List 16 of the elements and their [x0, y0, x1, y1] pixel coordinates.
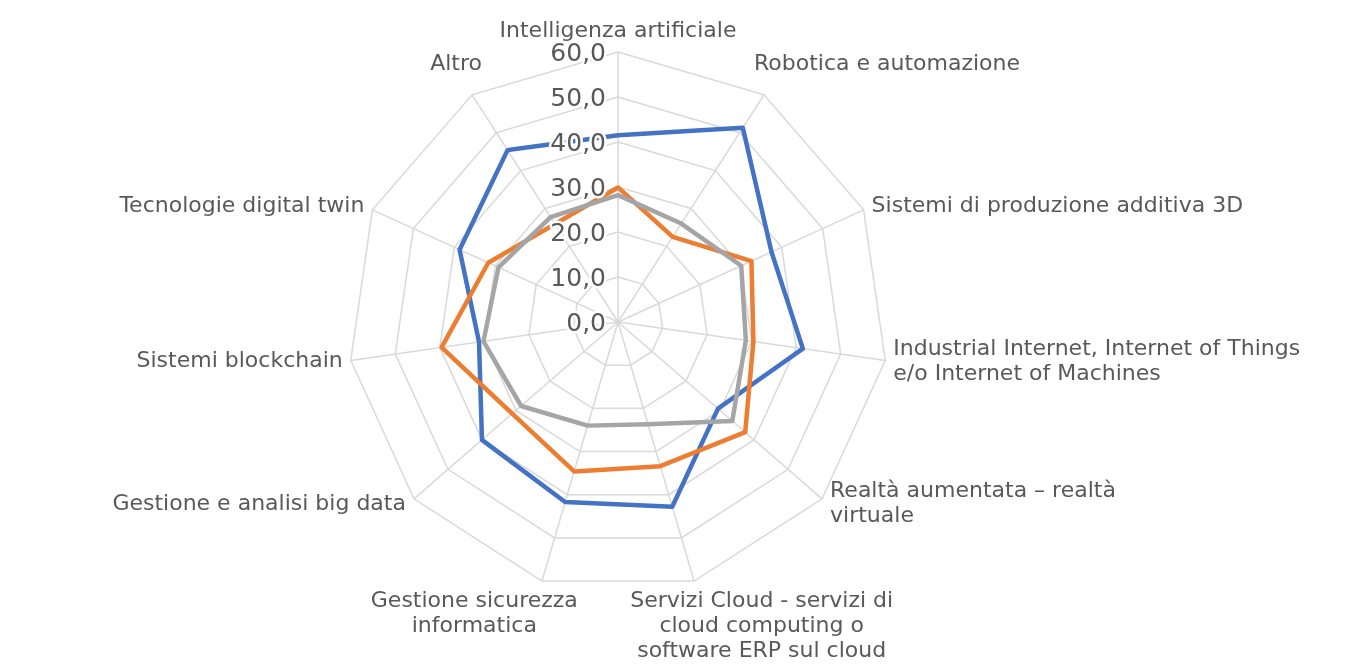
y-tick-label: 30,0 — [550, 172, 606, 202]
y-tick-label: 20,0 — [550, 217, 606, 247]
y-tick-label: 0,0 — [566, 307, 606, 337]
spoke-label: Tecnologie digital twin — [118, 192, 365, 218]
spoke-label: Altro — [430, 50, 483, 76]
y-tick-label: 50,0 — [550, 82, 606, 112]
spoke-label: Sistemi di produzione additiva 3D — [871, 192, 1244, 218]
spoke-label: Robotica e automazione — [753, 50, 1021, 76]
spoke-label: Intelligenza artificiale — [499, 17, 737, 42]
y-tick-label: 10,0 — [550, 262, 606, 292]
spoke-label: Gestione e analisi big data — [112, 489, 406, 515]
spoke-label: Industrial Internet, Internet of Things e/o Internet of Machines — [893, 334, 1301, 385]
spoke-label: Sistemi blockchain — [136, 347, 343, 373]
spoke-label: Servizi Cloud - servizi di cloud computing o software ERP sul cloud — [630, 587, 894, 663]
spoke-label: Realtà aumentata – realtà virtuale — [830, 477, 1116, 528]
spoke-label: Gestione sicurezza informatica — [370, 587, 578, 638]
